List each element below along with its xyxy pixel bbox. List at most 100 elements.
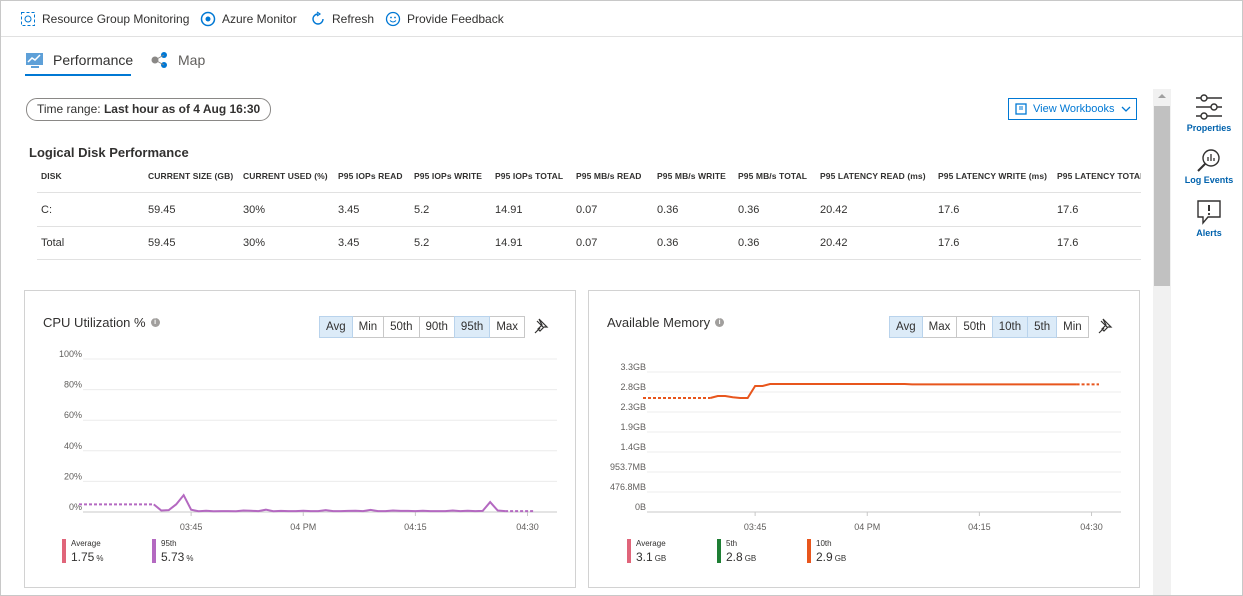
icon [1015,103,1027,115]
legend-value: 3.1 [636,550,653,564]
legend-value-row: 2.9 GB [816,548,846,566]
icon [21,12,35,26]
legend-unit: GB [654,554,667,563]
legend-text: Average 1.75% [71,539,103,566]
table-cell: 30% [243,237,266,249]
toolbar: Resource Group Monitoring Azure Monitor … [1,1,1242,37]
table-cell: 20.42 [820,237,848,249]
column-header: DISK [41,171,62,181]
column-header: P95 LATENCY READ (ms) [820,171,926,181]
x-tick-label: 03:45 [180,522,203,532]
y-tick-label: 476.8MB [610,482,646,492]
toolbar-button[interactable]: Azure Monitor [200,11,297,27]
table-cell: 20.42 [820,204,848,216]
table-cell: 5.2 [414,204,430,216]
y-tick-label: 2.8GB [620,382,646,392]
legend-name: Average [636,539,666,548]
legend-unit: GB [834,554,847,563]
pin-icon [534,318,549,334]
row-divider [37,226,1141,227]
tab[interactable]: Performance [25,51,133,69]
icon [1197,200,1221,225]
chart-title-row: CPU Utilization % i [43,315,160,330]
icon [312,11,324,25]
table-cell: 17.6 [938,237,960,249]
side-button[interactable]: Log Events [1179,147,1239,185]
toolbar-label: Resource Group Monitoring [42,12,190,26]
legend-unit: GB [744,554,757,563]
time-range-value: Last hour as of 4 Aug 16:30 [103,102,261,116]
y-tick-label: 80% [64,380,82,390]
aggregation-button[interactable]: Avg [319,316,353,338]
tab[interactable]: Map [150,51,205,69]
column-header: P95 MB/s READ [576,171,642,181]
aggregation-button[interactable]: 95th [453,316,491,338]
toolbar-label: Provide Feedback [407,12,504,26]
time-range-picker[interactable]: Time range: Last hour as of 4 Aug 16:30 [26,98,272,121]
aggregation-button[interactable]: Min [351,316,385,338]
scrollbar[interactable] [1153,89,1171,595]
row-divider [37,259,1141,260]
table-cell: 0.07 [576,237,598,249]
table-cell: 59.45 [148,237,176,249]
time-range-label: Time range: [37,102,101,116]
table-cell: 17.6 [1057,237,1079,249]
legend-value-row: 1.75% [71,548,103,566]
pin-icon [1098,318,1113,334]
scroll-thumb[interactable] [1154,106,1170,286]
toolbar-button[interactable]: Resource Group Monitoring [20,11,189,27]
side-button[interactable]: Alerts [1179,198,1239,238]
icon [151,52,167,68]
aggregation-button[interactable]: 50th [956,316,993,338]
table-cell: 0.36 [657,237,679,249]
x-tick-label: 04:30 [516,522,539,532]
table-cell: 30% [243,204,266,216]
aggregation-button[interactable]: 90th [418,316,455,338]
aggregation-button[interactable]: 5th [1027,316,1058,338]
chevron [1121,106,1130,112]
x-tick-label: 04 PM [290,522,316,532]
toolbar-button[interactable]: Refresh [310,11,374,27]
y-tick-label: 2.3GB [620,402,646,412]
aggregation-button[interactable]: Avg [889,316,923,338]
legend-text: 10th 2.9 GB [816,539,846,566]
y-tick-label: 60% [64,410,82,420]
column-header: P95 IOPs READ [338,171,403,181]
y-tick-label: 3.3GB [620,362,646,372]
aggregation-button[interactable]: 50th [383,316,420,338]
table: DISK CURRENT SIZE (GB) CURRENT USED (%) P95… [37,161,1141,261]
y-tick-label: 1.4GB [620,442,646,452]
aggregation-button[interactable]: Max [921,316,958,338]
legend-swatch [807,539,811,563]
legend-name: 95th [161,539,177,548]
legend-item: Average 1.75% [62,539,103,566]
y-tick-label: 20% [64,471,82,481]
table-cell: 5.2 [414,237,430,249]
aggregation-buttons: Avg Min 50th 90th 95th Max [319,316,526,338]
icon [385,11,401,27]
aggregation-button[interactable]: 10th [991,316,1029,338]
aggregation-button[interactable]: Min [1056,316,1089,338]
x-tick-label: 04 PM [854,522,880,532]
column-header: P95 MB/s WRITE [657,171,726,181]
row-divider [37,192,1141,193]
table-cell: Total [41,237,65,249]
legend-swatch [717,539,721,563]
legend-value: 1.75 [71,550,95,564]
legend-item: 5th 2.8 GB [717,539,756,566]
legend-name: 5th [726,539,738,548]
legend-item: 95th 5.73% [152,539,193,566]
table-cell: 14.91 [495,204,523,216]
legend-item: 10th 2.9 GB [807,539,846,566]
legend-unit: % [96,554,104,563]
side-label: Log Events [1184,175,1234,185]
column-header: P95 LATENCY TOTAL (ms) [1057,171,1141,181]
table-cell: 14.91 [495,237,523,249]
side-label: Alerts [1196,228,1222,238]
aggregation-button[interactable]: Max [489,316,526,338]
toolbar-button[interactable]: Provide Feedback [385,11,504,27]
chart-panel: Available Memory i Avg Max 50th 10th 5th Min 0B 4… [588,290,1140,588]
table-cell: C: [41,204,52,216]
view-workbooks-button[interactable]: View Workbooks [1008,98,1137,120]
side-button[interactable]: Properties [1179,93,1239,133]
